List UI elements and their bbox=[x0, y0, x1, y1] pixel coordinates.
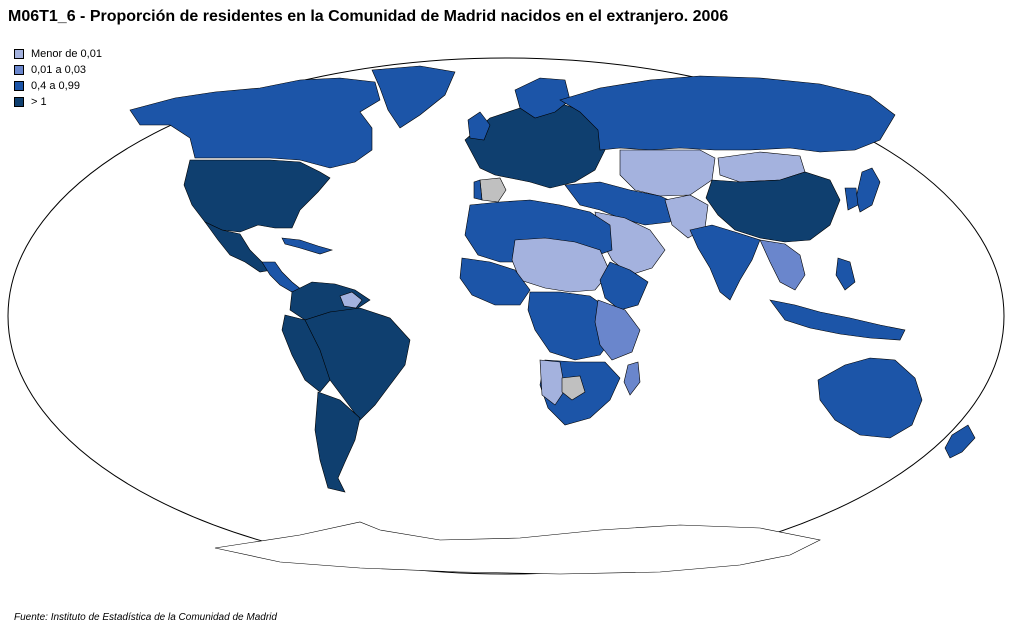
region-turkey-iran bbox=[564, 181, 681, 226]
country-china bbox=[705, 171, 841, 243]
legend-swatch bbox=[14, 65, 24, 75]
country-new-zealand bbox=[944, 424, 976, 459]
region-indonesia bbox=[769, 299, 906, 341]
country-scandinavia bbox=[514, 77, 571, 119]
country-philippines bbox=[835, 257, 856, 291]
region-antarctica bbox=[214, 521, 821, 575]
legend-item: 0,01 a 0,03 bbox=[14, 62, 102, 78]
country-madagascar bbox=[623, 361, 641, 396]
country-russia bbox=[559, 75, 896, 153]
country-india bbox=[689, 224, 761, 301]
region-southeast-asia bbox=[759, 239, 806, 291]
legend: Menor de 0,01 0,01 a 0,03 0,4 a 0,99 > 1 bbox=[14, 46, 102, 110]
legend-item: 0,4 a 0,99 bbox=[14, 78, 102, 94]
region-central-asia bbox=[619, 149, 716, 197]
legend-label: 0,4 a 0,99 bbox=[31, 80, 80, 92]
region-horn-africa bbox=[599, 261, 649, 311]
region-west-africa bbox=[459, 257, 531, 306]
region-angola-namibia bbox=[539, 359, 566, 406]
legend-label: > 1 bbox=[31, 96, 47, 108]
legend-swatch bbox=[14, 97, 24, 107]
legend-label: 0,01 a 0,03 bbox=[31, 64, 87, 76]
region-guianas bbox=[339, 291, 363, 309]
country-botswana bbox=[561, 375, 586, 401]
map-title: M06T1_6 - Proporción de residentes en la… bbox=[8, 8, 729, 25]
region-caribbean bbox=[281, 237, 334, 255]
country-peru-bolivia bbox=[281, 314, 331, 393]
region-central-africa bbox=[527, 291, 616, 361]
country-uk-ireland bbox=[467, 111, 491, 141]
country-portugal bbox=[473, 179, 483, 201]
country-usa bbox=[183, 159, 331, 233]
country-korea bbox=[844, 187, 859, 211]
source-note: Fuente: Instituto de Estadística de la C… bbox=[14, 612, 277, 623]
legend-item: Menor de 0,01 bbox=[14, 46, 102, 62]
country-colombia-venezuela bbox=[289, 281, 371, 321]
legend-swatch bbox=[14, 81, 24, 91]
country-australia bbox=[817, 357, 923, 439]
country-argentina-chile bbox=[314, 391, 361, 493]
country-canada bbox=[129, 77, 381, 169]
legend-label: Menor de 0,01 bbox=[31, 48, 102, 60]
country-greenland bbox=[371, 65, 456, 129]
legend-swatch bbox=[14, 49, 24, 59]
legend-item: > 1 bbox=[14, 94, 102, 110]
region-east-africa bbox=[594, 299, 641, 361]
